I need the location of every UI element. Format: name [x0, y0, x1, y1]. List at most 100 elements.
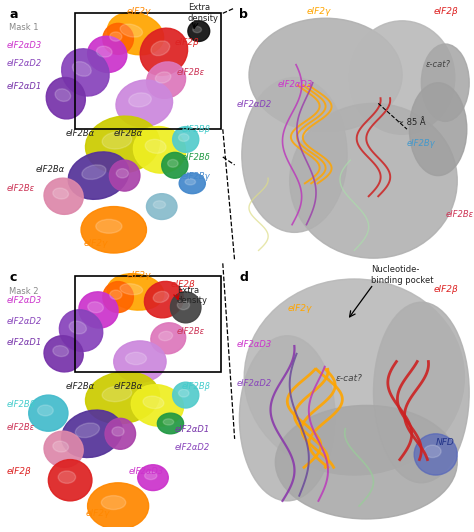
Ellipse shape: [138, 465, 168, 491]
Ellipse shape: [120, 24, 143, 37]
Ellipse shape: [105, 418, 136, 449]
Ellipse shape: [59, 310, 103, 352]
Text: ε-cat?: ε-cat?: [426, 60, 451, 69]
Text: Extra
density: Extra density: [177, 286, 208, 305]
Ellipse shape: [53, 188, 69, 199]
Text: eIF2Bδ: eIF2Bδ: [182, 153, 210, 162]
Ellipse shape: [69, 321, 86, 334]
Ellipse shape: [244, 279, 465, 475]
Ellipse shape: [133, 127, 186, 173]
Ellipse shape: [193, 27, 201, 32]
Text: eIF2β: eIF2β: [171, 280, 195, 289]
Ellipse shape: [242, 78, 347, 232]
Ellipse shape: [179, 173, 205, 194]
Ellipse shape: [107, 273, 164, 310]
Ellipse shape: [155, 72, 171, 83]
Text: eIF2Bε: eIF2Bε: [7, 423, 35, 432]
Text: eIF2αD3: eIF2αD3: [237, 340, 272, 350]
Text: eIF2γ: eIF2γ: [306, 7, 331, 16]
Text: c: c: [9, 271, 17, 284]
Text: eIF2Bα: eIF2Bα: [66, 381, 95, 390]
Text: eIF2Bβ: eIF2Bβ: [182, 124, 210, 134]
Ellipse shape: [85, 116, 159, 173]
Ellipse shape: [185, 179, 195, 185]
Text: Mask 1: Mask 1: [9, 23, 38, 32]
Ellipse shape: [421, 44, 469, 121]
Text: eIF2αD3: eIF2αD3: [7, 296, 42, 305]
Ellipse shape: [44, 178, 83, 214]
Ellipse shape: [68, 152, 129, 200]
Ellipse shape: [58, 471, 75, 484]
Ellipse shape: [145, 139, 166, 153]
Ellipse shape: [162, 152, 188, 178]
Ellipse shape: [146, 62, 186, 98]
Ellipse shape: [109, 160, 140, 191]
Text: eIF2Bε: eIF2Bε: [7, 184, 35, 193]
Ellipse shape: [101, 496, 126, 510]
Text: eIF2Bα: eIF2Bα: [66, 129, 95, 138]
Ellipse shape: [109, 290, 122, 300]
Ellipse shape: [146, 194, 177, 220]
Text: ε-cat?: ε-cat?: [335, 374, 362, 383]
Ellipse shape: [46, 78, 85, 119]
Text: ~ 85 Å: ~ 85 Å: [397, 118, 426, 127]
Ellipse shape: [424, 445, 441, 458]
Text: d: d: [239, 271, 248, 284]
Ellipse shape: [85, 372, 159, 423]
Ellipse shape: [179, 134, 189, 142]
Ellipse shape: [414, 434, 457, 475]
Ellipse shape: [374, 302, 469, 483]
Bar: [74, 277, 220, 372]
Ellipse shape: [153, 201, 165, 209]
Ellipse shape: [116, 80, 173, 127]
Text: eIF2αD3: eIF2αD3: [278, 79, 313, 88]
Text: eIF2αD2: eIF2αD2: [237, 379, 272, 388]
Text: eIF2β: eIF2β: [433, 285, 458, 294]
Ellipse shape: [151, 41, 170, 56]
Bar: [74, 13, 220, 129]
Text: a: a: [9, 8, 18, 21]
Ellipse shape: [53, 346, 69, 356]
Text: eIF2β: eIF2β: [433, 7, 458, 16]
Text: eIF2γ: eIF2γ: [287, 304, 312, 313]
Text: eIF2Bβ: eIF2Bβ: [7, 400, 36, 409]
Ellipse shape: [103, 281, 133, 312]
Text: eIF2Bβ: eIF2Bβ: [182, 381, 210, 390]
Ellipse shape: [48, 460, 92, 501]
Text: eIF2γ: eIF2γ: [85, 509, 110, 518]
Ellipse shape: [120, 284, 143, 295]
Ellipse shape: [188, 21, 210, 41]
Ellipse shape: [163, 419, 173, 425]
Ellipse shape: [75, 423, 100, 438]
Text: Mask 2: Mask 2: [9, 287, 38, 296]
Ellipse shape: [275, 405, 457, 519]
Ellipse shape: [53, 441, 69, 452]
Ellipse shape: [249, 18, 402, 132]
Ellipse shape: [96, 46, 112, 57]
Ellipse shape: [73, 62, 91, 76]
Text: b: b: [239, 8, 248, 21]
Ellipse shape: [112, 427, 124, 436]
Text: eIF2αD2: eIF2αD2: [237, 100, 272, 109]
Ellipse shape: [145, 281, 183, 318]
Ellipse shape: [129, 93, 151, 107]
Text: eIF2β: eIF2β: [175, 38, 200, 47]
Ellipse shape: [145, 472, 157, 479]
Ellipse shape: [114, 341, 166, 382]
Text: eIF2αD2: eIF2αD2: [7, 317, 42, 326]
Ellipse shape: [157, 413, 183, 434]
Ellipse shape: [173, 382, 199, 408]
Ellipse shape: [102, 386, 132, 402]
Ellipse shape: [29, 395, 68, 431]
Text: eIF2γ: eIF2γ: [83, 239, 108, 248]
Ellipse shape: [81, 206, 146, 253]
Ellipse shape: [88, 36, 127, 72]
Ellipse shape: [108, 13, 164, 55]
Ellipse shape: [82, 165, 106, 179]
Ellipse shape: [102, 132, 132, 149]
Ellipse shape: [140, 28, 188, 76]
Ellipse shape: [62, 49, 109, 96]
Ellipse shape: [96, 219, 122, 233]
Text: eIF2γ: eIF2γ: [127, 271, 151, 280]
Text: eIF2γ: eIF2γ: [127, 7, 151, 16]
